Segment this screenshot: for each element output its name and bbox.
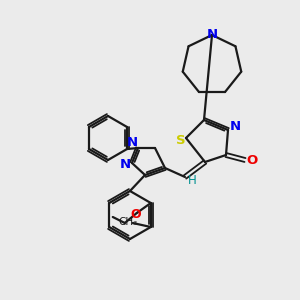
Text: N: N: [206, 28, 218, 41]
Text: O: O: [246, 154, 258, 167]
Text: S: S: [176, 134, 186, 146]
Text: H: H: [188, 173, 196, 187]
Text: N: N: [230, 119, 241, 133]
Text: O: O: [130, 208, 141, 220]
Text: N: N: [126, 136, 138, 149]
Text: N: N: [119, 158, 130, 172]
Text: CH₃: CH₃: [118, 217, 137, 227]
